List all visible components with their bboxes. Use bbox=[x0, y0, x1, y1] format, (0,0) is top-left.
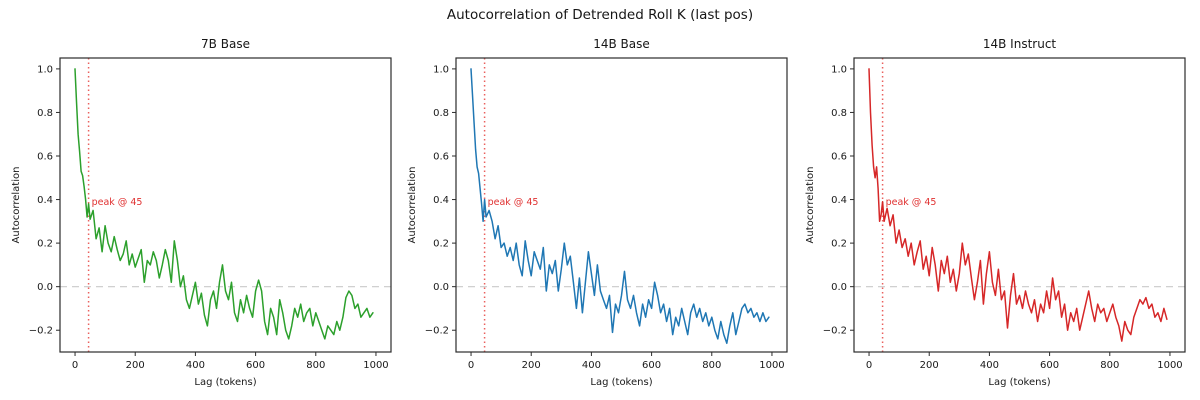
subplot-title: 7B Base bbox=[201, 37, 250, 51]
autocorrelation-line bbox=[868, 68, 1168, 342]
x-tick-label: 0 bbox=[866, 360, 872, 371]
plot-canvas-1: peak @ 45 0 200 400 600 800 1000 −0.2 0.0 0.2 0.4 0… bbox=[407, 37, 788, 388]
y-tick-label: 0.6 bbox=[433, 152, 449, 163]
subplot-7b-base: peak @ 45 0 200 400 600 800 1000 −0.2 0.0 0.2 0.4 0… bbox=[0, 0, 400, 400]
subplot-title: 14B Instruct bbox=[983, 37, 1057, 51]
plot-area bbox=[59, 57, 392, 353]
x-tick-label: 200 bbox=[126, 360, 145, 371]
peak-annotation: peak @ 45 bbox=[92, 197, 143, 208]
x-tick-label: 800 bbox=[1100, 360, 1119, 371]
x-tick-label: 1000 bbox=[363, 360, 388, 371]
autocorrelation-line bbox=[74, 68, 374, 340]
plot-area bbox=[455, 57, 788, 353]
y-tick-label: −0.2 bbox=[823, 326, 847, 337]
y-tick-label: 0.2 bbox=[433, 239, 449, 250]
y-tick-label: 0.8 bbox=[37, 108, 53, 119]
x-axis-label: Lag (tokens) bbox=[590, 377, 652, 388]
x-tick-label: 1000 bbox=[1157, 360, 1182, 371]
y-tick-label: 0.2 bbox=[37, 239, 53, 250]
x-tick-label: 0 bbox=[72, 360, 78, 371]
x-tick-label: 800 bbox=[306, 360, 325, 371]
x-tick-label: 1000 bbox=[759, 360, 784, 371]
y-tick-label: 0.6 bbox=[37, 152, 53, 163]
y-tick-label: 0.4 bbox=[433, 195, 449, 206]
x-axis-label: Lag (tokens) bbox=[194, 377, 256, 388]
y-tick-label: 0.4 bbox=[37, 195, 53, 206]
peak-annotation: peak @ 45 bbox=[886, 197, 937, 208]
autocorrelation-line bbox=[470, 68, 770, 345]
x-tick-label: 600 bbox=[642, 360, 661, 371]
x-tick-label: 800 bbox=[702, 360, 721, 371]
y-tick-label: 0.8 bbox=[831, 108, 847, 119]
subplot-title: 14B Base bbox=[593, 37, 650, 51]
y-tick-label: 0.8 bbox=[433, 108, 449, 119]
figure-suptitle: Autocorrelation of Detrended Roll K (las… bbox=[446, 7, 754, 23]
y-tick-label: −0.2 bbox=[29, 326, 53, 337]
y-tick-label: 0.0 bbox=[831, 282, 847, 293]
y-tick-label: −0.2 bbox=[425, 326, 449, 337]
y-tick-label: 0.6 bbox=[831, 152, 847, 163]
y-axis-label: Autocorrelation bbox=[805, 167, 816, 244]
x-tick-label: 400 bbox=[582, 360, 601, 371]
subplot-14b-base: peak @ 45 0 200 400 600 800 1000 −0.2 0.0 0.2 0.4 0… bbox=[396, 0, 796, 400]
y-axis-label: Autocorrelation bbox=[407, 167, 418, 244]
y-tick-label: 1.0 bbox=[831, 64, 847, 75]
y-axis-label: Autocorrelation bbox=[11, 167, 22, 244]
y-tick-label: 0.2 bbox=[831, 239, 847, 250]
plot-canvas-2: peak @ 45 0 200 400 600 800 1000 −0.2 0.0 0.2 0.4 0… bbox=[805, 37, 1186, 388]
plot-canvas-0: peak @ 45 0 200 400 600 800 1000 −0.2 0.0 0.2 0.4 0… bbox=[11, 37, 392, 388]
y-tick-label: 0.0 bbox=[37, 282, 53, 293]
x-tick-label: 0 bbox=[468, 360, 474, 371]
subplot-14b-instruct: peak @ 45 0 200 400 600 800 1000 −0.2 0.0 0.2 0.4 0… bbox=[794, 0, 1194, 400]
plot-area bbox=[853, 57, 1186, 353]
x-tick-label: 600 bbox=[246, 360, 265, 371]
y-tick-label: 1.0 bbox=[433, 64, 449, 75]
x-tick-label: 200 bbox=[522, 360, 541, 371]
y-tick-label: 0.0 bbox=[433, 282, 449, 293]
peak-annotation: peak @ 45 bbox=[488, 197, 539, 208]
x-tick-label: 200 bbox=[920, 360, 939, 371]
y-tick-label: 0.4 bbox=[831, 195, 847, 206]
x-tick-label: 600 bbox=[1040, 360, 1059, 371]
x-tick-label: 400 bbox=[980, 360, 999, 371]
y-tick-label: 1.0 bbox=[37, 64, 53, 75]
x-tick-label: 400 bbox=[186, 360, 205, 371]
x-axis-label: Lag (tokens) bbox=[988, 377, 1050, 388]
